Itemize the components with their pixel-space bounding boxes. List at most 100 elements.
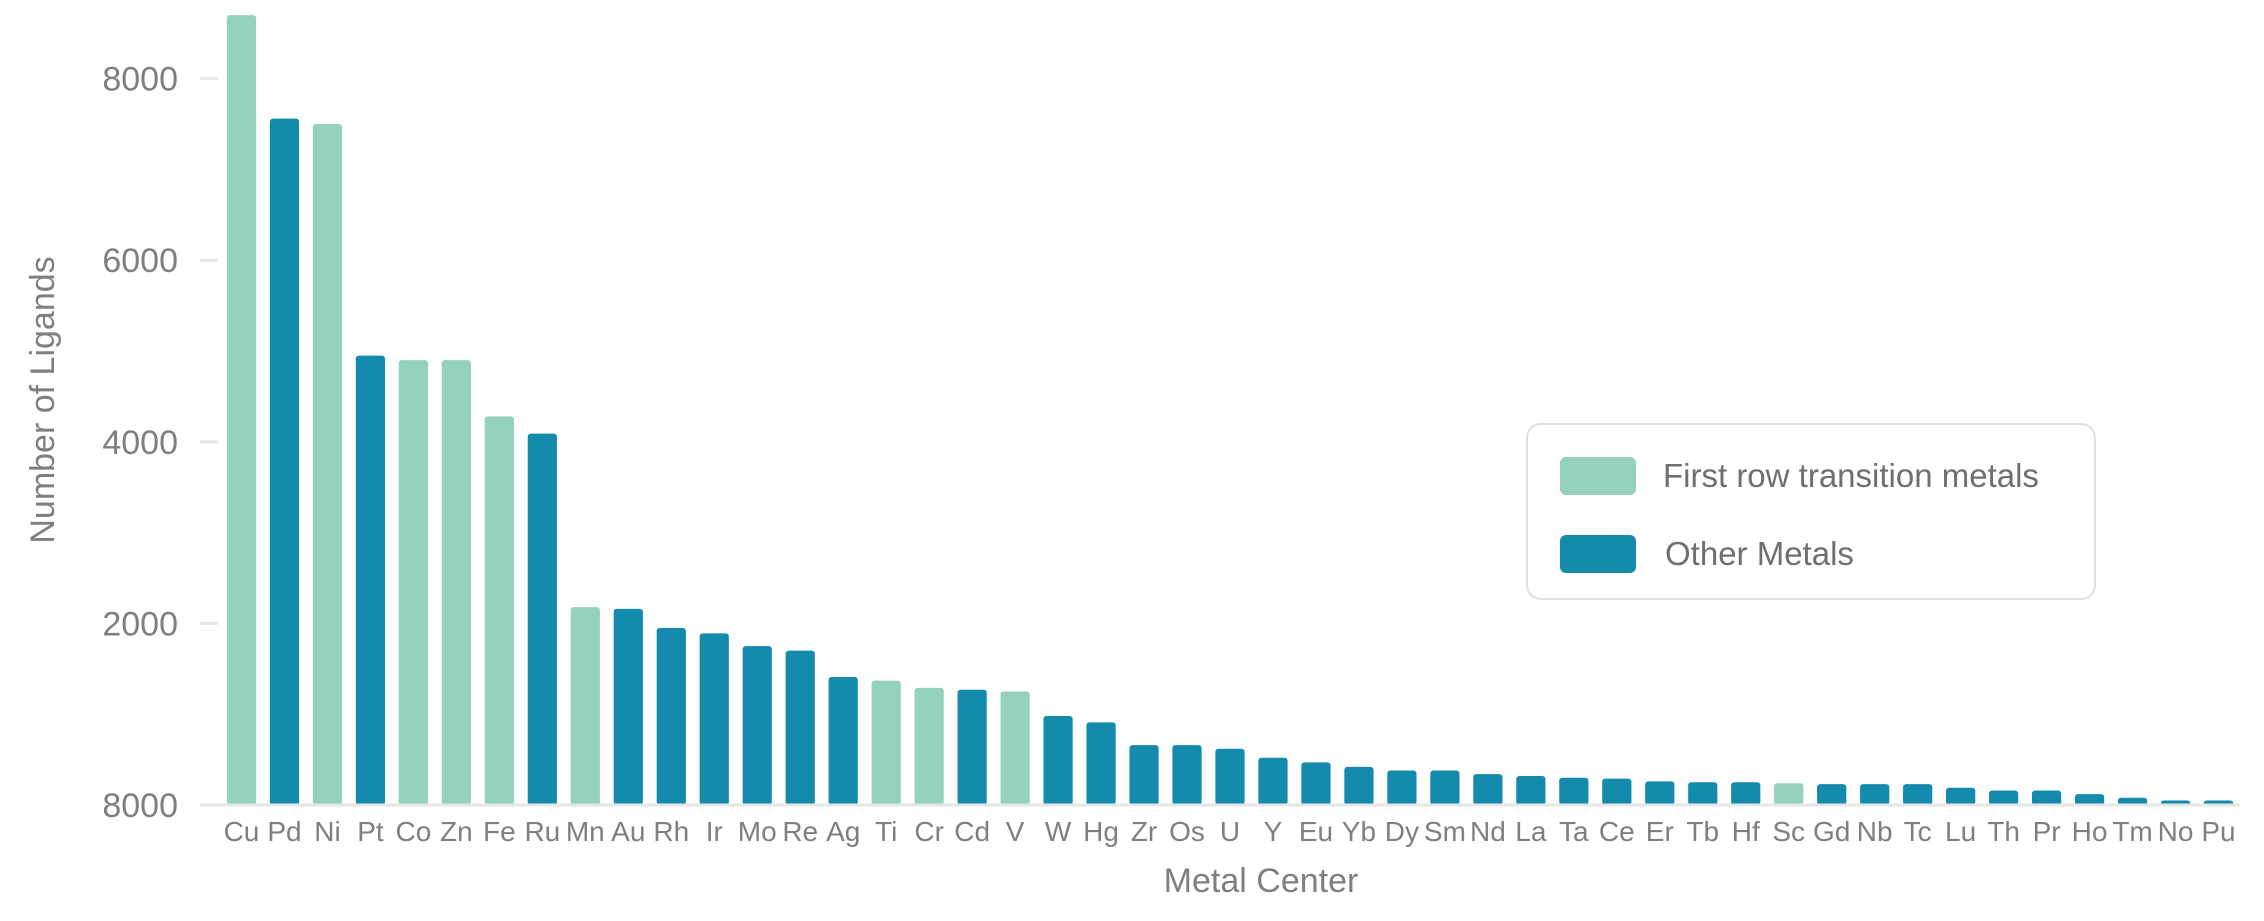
bar-cd [957, 689, 987, 805]
bar-nb [1860, 784, 1890, 805]
bar-hg [1086, 722, 1116, 805]
x-tick-label-ho: Ho [2072, 816, 2108, 847]
x-tick-label-rh: Rh [653, 816, 689, 847]
bar-u [1215, 748, 1245, 805]
x-tick-label-lu: Lu [1945, 816, 1976, 847]
x-tick-label-w: W [1045, 816, 1072, 847]
x-tick-label-hg: Hg [1083, 816, 1119, 847]
x-tick-label-ce: Ce [1599, 816, 1635, 847]
bar-la [1516, 775, 1546, 805]
x-axis: Cu Pd Ni Pt Co Zn Fe Ru Mn Au Rh Ir Mo Re Ag Ti Cr Cd V W Hg… [210, 803, 2240, 847]
bar-cr [914, 687, 944, 805]
x-tick-label-pd: Pd [267, 816, 301, 847]
bar-mo [742, 646, 772, 805]
bar-hf [1731, 782, 1761, 805]
x-tick-label-gd: Gd [1813, 816, 1850, 847]
x-tick-label-ru: Ru [524, 816, 560, 847]
x-tick-label-zr: Zr [1131, 816, 1157, 847]
bar-tb [1688, 782, 1718, 805]
x-tick-label-mo: Mo [738, 816, 777, 847]
legend-swatch-first-row [1560, 457, 1636, 495]
bar-nd [1473, 774, 1503, 805]
x-tick-label-au: Au [611, 816, 645, 847]
x-tick-label-v: V [1006, 816, 1025, 847]
bar-ru [527, 433, 557, 805]
x-tick-label-er: Er [1646, 816, 1674, 847]
bar-er [1645, 781, 1675, 805]
bar-ce [1602, 778, 1632, 805]
x-tick-label-ir: Ir [706, 816, 723, 847]
x-tick-label-tb: Tb [1686, 816, 1719, 847]
y-tick-label: 8000 [102, 787, 178, 825]
x-tick-label-pt: Pt [357, 816, 384, 847]
bar-dy [1387, 770, 1417, 805]
bar-zn [441, 360, 471, 805]
bar-au [613, 608, 643, 805]
y-tick-label: 6000 [102, 242, 178, 280]
x-tick-label-cd: Cd [954, 816, 990, 847]
bar-fe [484, 416, 514, 805]
bar-sm [1430, 770, 1460, 805]
x-tick-label-ti: Ti [875, 816, 897, 847]
bar-mn [570, 607, 600, 805]
legend-label-other: Other Metals [1665, 535, 1854, 572]
legend-label-first-row: First row transition metals [1663, 457, 2039, 494]
x-tick-label-dy: Dy [1385, 816, 1419, 847]
legend-swatch-other [1560, 535, 1636, 573]
x-tick-label-la: La [1515, 816, 1547, 847]
bar-pt [355, 355, 386, 805]
x-tick-label-sm: Sm [1424, 816, 1466, 847]
bar-ir [699, 633, 729, 805]
bar-cu [226, 15, 257, 806]
bar-rh [656, 627, 686, 805]
x-tick-label-no: No [2158, 816, 2194, 847]
bar-ni [312, 124, 343, 806]
x-tick-label-eu: Eu [1299, 816, 1333, 847]
x-tick-label-u: U [1220, 816, 1240, 847]
bar-ho [2074, 794, 2105, 805]
y-axis-title: Number of Ligands [24, 256, 62, 543]
x-tick-label-pu: Pu [2201, 816, 2235, 847]
x-tick-label-sc: Sc [1772, 816, 1805, 847]
x-tick-label-y: Y [1264, 816, 1283, 847]
bar-pd [269, 118, 300, 805]
bar-sc [1774, 783, 1804, 805]
bar-ti [871, 680, 901, 805]
y-tick-label: 4000 [102, 424, 178, 462]
x-tick-label-cu: Cu [224, 816, 260, 847]
x-tick-label-yb: Yb [1342, 816, 1376, 847]
bar-pr [2031, 790, 2062, 805]
bar-tm [2117, 797, 2148, 805]
x-tick-label-os: Os [1169, 816, 1205, 847]
y-tick-label: 8000 [102, 61, 178, 99]
x-tick-label-ni: Ni [314, 816, 340, 847]
x-tick-label-ag: Ag [826, 816, 860, 847]
x-tick-label-pr: Pr [2033, 816, 2061, 847]
x-tick-label-nd: Nd [1470, 816, 1506, 847]
x-tick-label-tm: Tm [2112, 816, 2152, 847]
legend: First row transition metals Other Metals [1526, 423, 2096, 600]
x-axis-title: Metal Center [1164, 862, 1359, 900]
x-tick-label-cr: Cr [914, 816, 944, 847]
x-tick-label-fe: Fe [483, 816, 516, 847]
bar-re [785, 650, 815, 805]
bar-th [1989, 790, 2019, 805]
bar-w [1043, 716, 1073, 805]
x-tick-label-co: Co [396, 816, 432, 847]
bar-tc [1903, 784, 1933, 805]
x-tick-label-hf: Hf [1732, 816, 1760, 847]
y-tick-label: 2000 [102, 605, 178, 643]
bar-v [1000, 691, 1030, 805]
x-tick-label-re: Re [782, 816, 818, 847]
bar-os [1172, 745, 1202, 805]
bar-eu [1301, 762, 1331, 805]
bar-yb [1344, 766, 1374, 805]
x-tick-label-nb: Nb [1857, 816, 1893, 847]
x-tick-label-mn: Mn [566, 816, 605, 847]
bar-zr [1129, 745, 1159, 805]
bars [226, 15, 2234, 806]
bar-ag [828, 676, 858, 805]
bar-lu [1946, 787, 1976, 805]
bar-ta [1559, 777, 1589, 805]
